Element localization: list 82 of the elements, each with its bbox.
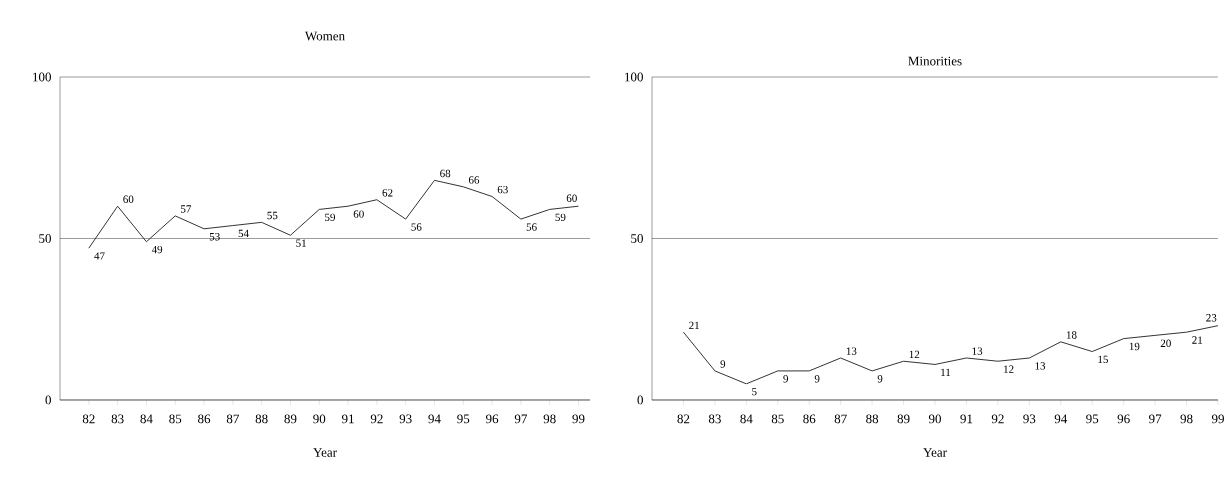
data-label: 13 bbox=[972, 347, 983, 355]
x-tick-label: 93 bbox=[399, 414, 412, 424]
data-label: 59 bbox=[555, 213, 566, 222]
y-tick-label: 0 bbox=[637, 395, 643, 405]
data-label: 11 bbox=[941, 368, 951, 376]
data-label: 21 bbox=[1192, 336, 1203, 344]
data-label: 62 bbox=[382, 189, 393, 197]
data-label: 66 bbox=[468, 176, 480, 184]
x-tick-label: 96 bbox=[1117, 414, 1130, 424]
x-tick-label: 91 bbox=[341, 414, 354, 424]
data-label: 47 bbox=[94, 252, 105, 260]
y-tick-label: 100 bbox=[33, 72, 51, 82]
y-tick-label: 50 bbox=[39, 234, 51, 243]
x-tick-label: 89 bbox=[284, 414, 297, 424]
x-tick-label: 97 bbox=[1149, 414, 1162, 424]
x-tick-label: 84 bbox=[740, 414, 753, 424]
x-tick-label: 99 bbox=[1211, 414, 1224, 424]
data-label: 55 bbox=[267, 211, 278, 220]
y-tick-label: 0 bbox=[45, 395, 51, 405]
x-tick-label: 93 bbox=[1023, 414, 1036, 424]
x-tick-label: 82 bbox=[677, 414, 690, 424]
data-label: 60 bbox=[353, 210, 364, 218]
x-tick-label: 99 bbox=[572, 414, 585, 424]
x-tick-label: 91 bbox=[960, 414, 973, 424]
x-tick-label: 87 bbox=[226, 414, 239, 424]
x-tick-label: 83 bbox=[111, 414, 124, 424]
data-label: 60 bbox=[123, 195, 134, 203]
data-label: 56 bbox=[526, 223, 537, 231]
data-label: 59 bbox=[325, 213, 335, 222]
x-tick-label: 88 bbox=[866, 414, 879, 424]
x-tick-label: 90 bbox=[928, 414, 942, 424]
x-axis-title: Year bbox=[313, 448, 337, 457]
data-label: 20 bbox=[1160, 339, 1171, 348]
x-tick-label: 88 bbox=[255, 414, 268, 424]
data-label: 23 bbox=[1206, 314, 1217, 322]
x-tick-label: 82 bbox=[82, 414, 95, 424]
data-label: 18 bbox=[1066, 331, 1077, 339]
data-label: 54 bbox=[238, 229, 249, 238]
x-tick-label: 94 bbox=[428, 414, 441, 424]
chart-title: Women bbox=[304, 31, 345, 41]
data-label: 9 bbox=[877, 375, 883, 383]
x-tick-label: 87 bbox=[834, 414, 847, 424]
data-label: 49 bbox=[151, 245, 163, 254]
x-tick-label: 98 bbox=[1180, 414, 1193, 424]
data-label: 9 bbox=[814, 375, 820, 383]
x-tick-label: 90 bbox=[313, 414, 326, 424]
data-label: 12 bbox=[909, 350, 920, 359]
data-label: 51 bbox=[296, 239, 306, 247]
x-tick-label: 89 bbox=[897, 414, 910, 424]
y-tick-label: 100 bbox=[625, 72, 643, 82]
x-tick-label: 96 bbox=[486, 414, 499, 424]
x-tick-label: 85 bbox=[169, 414, 182, 424]
data-label: 13 bbox=[846, 347, 857, 355]
x-tick-label: 86 bbox=[198, 414, 211, 424]
data-label: 60 bbox=[566, 194, 577, 202]
data-label: 5 bbox=[752, 388, 757, 396]
x-tick-label: 92 bbox=[370, 414, 383, 424]
y-tick-label: 50 bbox=[631, 234, 643, 243]
x-tick-label: 86 bbox=[803, 414, 816, 424]
data-label: 9 bbox=[783, 375, 789, 383]
x-tick-label: 92 bbox=[991, 414, 1004, 424]
x-tick-label: 85 bbox=[771, 414, 784, 424]
chart-title: Minorities bbox=[908, 56, 962, 66]
x-tick-label: 94 bbox=[1054, 414, 1068, 424]
data-label: 57 bbox=[181, 205, 192, 213]
data-label: 21 bbox=[689, 321, 699, 329]
data-label: 68 bbox=[440, 169, 451, 178]
data-label: 63 bbox=[497, 185, 508, 194]
data-label: 19 bbox=[1129, 342, 1140, 351]
data-label: 13 bbox=[1035, 362, 1046, 370]
x-tick-label: 98 bbox=[543, 414, 556, 424]
data-label: 53 bbox=[209, 233, 220, 241]
x-tick-label: 84 bbox=[140, 414, 153, 424]
data-label: 56 bbox=[411, 223, 422, 231]
x-axis-title: Year bbox=[923, 448, 947, 457]
data-label: 15 bbox=[1098, 355, 1108, 364]
x-tick-label: 95 bbox=[457, 414, 470, 424]
data-label: 12 bbox=[1004, 365, 1014, 373]
data-label: 9 bbox=[720, 360, 726, 368]
x-tick-label: 95 bbox=[1086, 414, 1099, 424]
x-tick-label: 97 bbox=[514, 414, 528, 424]
x-tick-label: 83 bbox=[708, 414, 721, 424]
